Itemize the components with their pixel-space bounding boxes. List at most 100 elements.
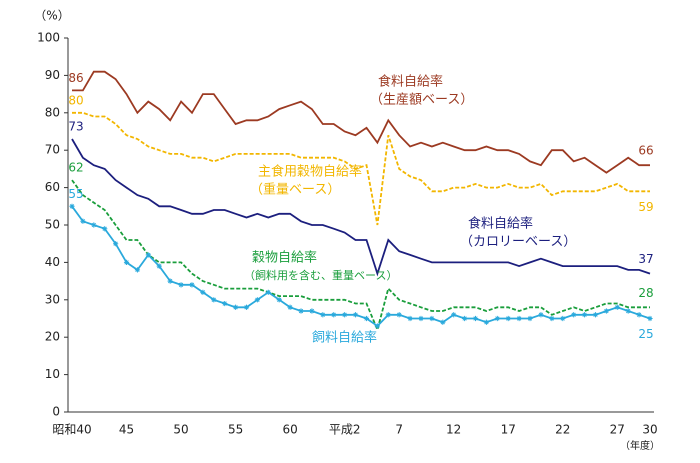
series-sublabel: （重量ベース） [250, 182, 340, 198]
start-value-label: 55 [68, 187, 83, 201]
star-marker [167, 278, 173, 284]
end-value-label: 37 [638, 252, 653, 266]
star-marker [113, 241, 119, 247]
star-marker [276, 297, 282, 303]
star-marker [560, 315, 566, 322]
star-marker [69, 203, 75, 209]
star-marker [472, 315, 479, 322]
star-marker [287, 304, 293, 310]
star-marker [549, 315, 555, 322]
star-marker [363, 315, 370, 322]
series-label: 食料自給率 [378, 74, 443, 90]
star-marker [134, 267, 141, 273]
star-marker [243, 304, 250, 310]
series-label: 主食用穀物自給率 [258, 164, 362, 180]
y-tick-label: 60 [45, 180, 60, 194]
star-marker [298, 308, 304, 314]
series-label: 食料自給率 [468, 216, 533, 232]
star-marker [571, 312, 577, 318]
start-value-label: 73 [68, 119, 83, 133]
y-tick-label: 90 [45, 68, 60, 82]
star-marker [636, 312, 642, 318]
x-tick-label: 60 [282, 423, 297, 437]
start-value-label: 62 [68, 161, 83, 175]
series-sublabel: （カロリーベース） [460, 235, 576, 250]
x-tick-label: 45 [119, 423, 134, 437]
y-tick-label: 50 [45, 218, 60, 232]
x-tick-label: 22 [555, 423, 570, 437]
star-marker [265, 289, 271, 295]
x-tick-label: 平成2 [329, 423, 361, 437]
y-tick-label: 30 [45, 292, 60, 306]
y-tick-label: 100 [37, 31, 60, 45]
star-marker [189, 282, 195, 288]
star-marker [156, 263, 162, 269]
star-marker [374, 323, 380, 329]
star-marker [647, 315, 653, 322]
x-tick-label: 7 [395, 423, 403, 437]
star-marker [145, 252, 151, 258]
star-marker [407, 315, 413, 322]
x-axis-label: （年度） [620, 439, 660, 452]
star-marker [592, 312, 599, 318]
star-marker [254, 297, 260, 303]
y-tick-label: 80 [45, 105, 60, 119]
series-line [72, 111, 650, 226]
end-value-label: 28 [638, 286, 653, 300]
series-line [71, 179, 650, 333]
star-marker [80, 218, 86, 224]
star-marker [320, 312, 326, 318]
star-marker [483, 319, 490, 325]
star-marker [222, 300, 228, 307]
end-value-label: 59 [638, 200, 653, 214]
star-marker [440, 319, 446, 325]
star-marker [494, 315, 500, 322]
x-tick-label: 55 [228, 423, 243, 437]
series-sublabel: （飼料用を含む、重量ベース） [244, 268, 397, 282]
star-marker [123, 259, 130, 265]
end-value-label: 25 [638, 327, 653, 341]
star-marker [429, 315, 435, 322]
star-marker [102, 226, 108, 232]
star-marker [418, 315, 424, 322]
series-sublabel: （生産額ベース） [370, 92, 473, 108]
star-marker [396, 312, 402, 318]
series-line [71, 138, 651, 277]
series-label: 飼料自給率 [312, 330, 377, 346]
star-marker [505, 315, 511, 322]
star-marker [352, 312, 359, 318]
star-marker [451, 312, 457, 318]
end-value-label: 66 [638, 144, 653, 158]
star-marker [309, 308, 315, 314]
star-marker [91, 222, 97, 228]
x-tick-label: 12 [446, 423, 461, 437]
x-tick-label: 30 [642, 423, 657, 437]
star-marker [385, 312, 391, 318]
y-tick-label: 70 [45, 143, 60, 157]
x-tick-label: 17 [501, 423, 516, 437]
series-line [72, 70, 650, 174]
y-tick-label: 40 [45, 255, 60, 269]
y-tick-label: 20 [45, 330, 60, 344]
y-tick-label: 0 [52, 405, 60, 419]
star-marker [211, 297, 217, 303]
star-marker [342, 312, 348, 318]
x-tick-label: 昭和40 [52, 423, 91, 437]
x-tick-label: 27 [610, 423, 625, 437]
star-marker [516, 315, 522, 322]
star-marker [178, 282, 184, 288]
star-marker [462, 315, 468, 322]
y-axis-label: （%） [34, 9, 69, 23]
star-marker [625, 308, 631, 314]
star-marker [527, 315, 533, 322]
start-value-label: 86 [68, 71, 83, 85]
start-value-label: 80 [68, 93, 83, 107]
star-marker [232, 304, 239, 310]
star-marker [200, 289, 206, 295]
star-marker [581, 312, 588, 318]
star-marker [331, 312, 337, 318]
series-label: 穀物自給率 [252, 250, 317, 266]
star-marker [538, 312, 544, 318]
y-tick-label: 10 [45, 367, 60, 381]
